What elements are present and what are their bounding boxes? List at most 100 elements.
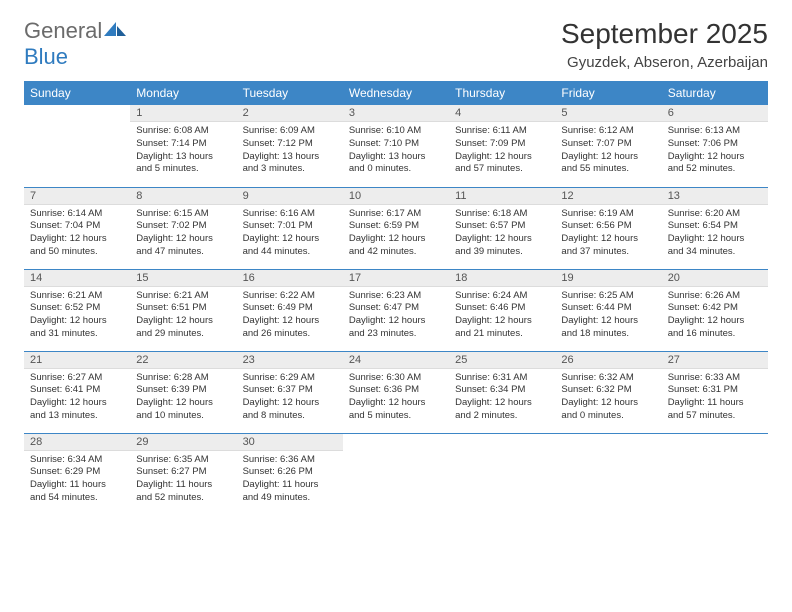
day-details: Sunrise: 6:28 AMSunset: 6:39 PMDaylight:… (130, 369, 236, 427)
day-number: 2 (237, 105, 343, 122)
weekday-header: Monday (130, 81, 236, 105)
sunrise-text: Sunrise: 6:19 AM (561, 208, 655, 221)
day-number: 1 (130, 105, 236, 122)
calendar-day-cell: 18Sunrise: 6:24 AMSunset: 6:46 PMDayligh… (449, 269, 555, 351)
day-number: 23 (237, 352, 343, 369)
sunrise-text: Sunrise: 6:36 AM (243, 454, 337, 467)
day-details: Sunrise: 6:35 AMSunset: 6:27 PMDaylight:… (130, 451, 236, 509)
calendar-day-cell: 11Sunrise: 6:18 AMSunset: 6:57 PMDayligh… (449, 187, 555, 269)
daylight-text: Daylight: 12 hours and 26 minutes. (243, 315, 337, 341)
day-details: Sunrise: 6:15 AMSunset: 7:02 PMDaylight:… (130, 205, 236, 263)
day-details: Sunrise: 6:32 AMSunset: 6:32 PMDaylight:… (555, 369, 661, 427)
calendar-day-cell: 24Sunrise: 6:30 AMSunset: 6:36 PMDayligh… (343, 351, 449, 433)
day-details: Sunrise: 6:21 AMSunset: 6:51 PMDaylight:… (130, 287, 236, 345)
sunrise-text: Sunrise: 6:30 AM (349, 372, 443, 385)
day-details: Sunrise: 6:17 AMSunset: 6:59 PMDaylight:… (343, 205, 449, 263)
calendar-day-cell: 30Sunrise: 6:36 AMSunset: 6:26 PMDayligh… (237, 433, 343, 515)
day-details: Sunrise: 6:11 AMSunset: 7:09 PMDaylight:… (449, 122, 555, 180)
sunrise-text: Sunrise: 6:32 AM (561, 372, 655, 385)
weekday-header: Saturday (662, 81, 768, 105)
logo: General Blue (24, 18, 128, 70)
header: General Blue September 2025 Gyuzdek, Abs… (24, 18, 768, 71)
sunrise-text: Sunrise: 6:21 AM (30, 290, 124, 303)
calendar-day-cell: 5Sunrise: 6:12 AMSunset: 7:07 PMDaylight… (555, 105, 661, 187)
day-details: Sunrise: 6:26 AMSunset: 6:42 PMDaylight:… (662, 287, 768, 345)
day-details: Sunrise: 6:23 AMSunset: 6:47 PMDaylight:… (343, 287, 449, 345)
calendar-day-cell: 23Sunrise: 6:29 AMSunset: 6:37 PMDayligh… (237, 351, 343, 433)
day-details: Sunrise: 6:21 AMSunset: 6:52 PMDaylight:… (24, 287, 130, 345)
sunset-text: Sunset: 6:27 PM (136, 466, 230, 479)
sunset-text: Sunset: 7:06 PM (668, 138, 762, 151)
sunset-text: Sunset: 6:49 PM (243, 302, 337, 315)
daylight-text: Daylight: 12 hours and 57 minutes. (455, 151, 549, 177)
sunset-text: Sunset: 6:57 PM (455, 220, 549, 233)
day-number: 28 (24, 434, 130, 451)
day-number: 27 (662, 352, 768, 369)
daylight-text: Daylight: 11 hours and 52 minutes. (136, 479, 230, 505)
sunset-text: Sunset: 6:31 PM (668, 384, 762, 397)
sunrise-text: Sunrise: 6:12 AM (561, 125, 655, 138)
calendar-day-cell: 25Sunrise: 6:31 AMSunset: 6:34 PMDayligh… (449, 351, 555, 433)
sunrise-text: Sunrise: 6:34 AM (30, 454, 124, 467)
calendar-day-cell: 20Sunrise: 6:26 AMSunset: 6:42 PMDayligh… (662, 269, 768, 351)
day-details: Sunrise: 6:30 AMSunset: 6:36 PMDaylight:… (343, 369, 449, 427)
sunset-text: Sunset: 6:26 PM (243, 466, 337, 479)
location: Gyuzdek, Abseron, Azerbaijan (561, 54, 768, 71)
calendar-day-cell: 16Sunrise: 6:22 AMSunset: 6:49 PMDayligh… (237, 269, 343, 351)
daylight-text: Daylight: 12 hours and 31 minutes. (30, 315, 124, 341)
daylight-text: Daylight: 12 hours and 13 minutes. (30, 397, 124, 423)
calendar-week-row: 14Sunrise: 6:21 AMSunset: 6:52 PMDayligh… (24, 269, 768, 351)
sunset-text: Sunset: 6:46 PM (455, 302, 549, 315)
calendar-day-cell: 2Sunrise: 6:09 AMSunset: 7:12 PMDaylight… (237, 105, 343, 187)
day-details: Sunrise: 6:14 AMSunset: 7:04 PMDaylight:… (24, 205, 130, 263)
day-details: Sunrise: 6:25 AMSunset: 6:44 PMDaylight:… (555, 287, 661, 345)
day-details: Sunrise: 6:13 AMSunset: 7:06 PMDaylight:… (662, 122, 768, 180)
daylight-text: Daylight: 12 hours and 5 minutes. (349, 397, 443, 423)
sunset-text: Sunset: 6:56 PM (561, 220, 655, 233)
day-details: Sunrise: 6:08 AMSunset: 7:14 PMDaylight:… (130, 122, 236, 180)
calendar-day-cell: 19Sunrise: 6:25 AMSunset: 6:44 PMDayligh… (555, 269, 661, 351)
day-number: 22 (130, 352, 236, 369)
calendar-empty-cell (555, 433, 661, 515)
sunset-text: Sunset: 7:12 PM (243, 138, 337, 151)
sunrise-text: Sunrise: 6:14 AM (30, 208, 124, 221)
sunset-text: Sunset: 6:44 PM (561, 302, 655, 315)
daylight-text: Daylight: 12 hours and 8 minutes. (243, 397, 337, 423)
day-number: 5 (555, 105, 661, 122)
sunset-text: Sunset: 6:51 PM (136, 302, 230, 315)
daylight-text: Daylight: 12 hours and 18 minutes. (561, 315, 655, 341)
sunset-text: Sunset: 7:14 PM (136, 138, 230, 151)
day-details: Sunrise: 6:33 AMSunset: 6:31 PMDaylight:… (662, 369, 768, 427)
calendar-day-cell: 22Sunrise: 6:28 AMSunset: 6:39 PMDayligh… (130, 351, 236, 433)
sunset-text: Sunset: 7:04 PM (30, 220, 124, 233)
calendar-day-cell: 1Sunrise: 6:08 AMSunset: 7:14 PMDaylight… (130, 105, 236, 187)
calendar-day-cell: 21Sunrise: 6:27 AMSunset: 6:41 PMDayligh… (24, 351, 130, 433)
day-number: 4 (449, 105, 555, 122)
calendar-day-cell: 9Sunrise: 6:16 AMSunset: 7:01 PMDaylight… (237, 187, 343, 269)
daylight-text: Daylight: 12 hours and 39 minutes. (455, 233, 549, 259)
daylight-text: Daylight: 12 hours and 42 minutes. (349, 233, 443, 259)
day-number: 19 (555, 270, 661, 287)
weekday-row: SundayMondayTuesdayWednesdayThursdayFrid… (24, 81, 768, 105)
sunrise-text: Sunrise: 6:20 AM (668, 208, 762, 221)
calendar-head: SundayMondayTuesdayWednesdayThursdayFrid… (24, 81, 768, 105)
calendar-week-row: 28Sunrise: 6:34 AMSunset: 6:29 PMDayligh… (24, 433, 768, 515)
sunset-text: Sunset: 7:09 PM (455, 138, 549, 151)
day-number: 13 (662, 188, 768, 205)
calendar-empty-cell (24, 105, 130, 187)
title-block: September 2025 Gyuzdek, Abseron, Azerbai… (561, 18, 768, 71)
daylight-text: Daylight: 12 hours and 0 minutes. (561, 397, 655, 423)
day-details: Sunrise: 6:20 AMSunset: 6:54 PMDaylight:… (662, 205, 768, 263)
sunset-text: Sunset: 6:37 PM (243, 384, 337, 397)
day-number: 25 (449, 352, 555, 369)
day-details: Sunrise: 6:12 AMSunset: 7:07 PMDaylight:… (555, 122, 661, 180)
sunrise-text: Sunrise: 6:08 AM (136, 125, 230, 138)
month-title: September 2025 (561, 18, 768, 50)
day-details: Sunrise: 6:09 AMSunset: 7:12 PMDaylight:… (237, 122, 343, 180)
sunrise-text: Sunrise: 6:23 AM (349, 290, 443, 303)
calendar-day-cell: 12Sunrise: 6:19 AMSunset: 6:56 PMDayligh… (555, 187, 661, 269)
logo-word2: Blue (24, 44, 68, 69)
sunrise-text: Sunrise: 6:17 AM (349, 208, 443, 221)
day-number: 24 (343, 352, 449, 369)
day-number: 7 (24, 188, 130, 205)
